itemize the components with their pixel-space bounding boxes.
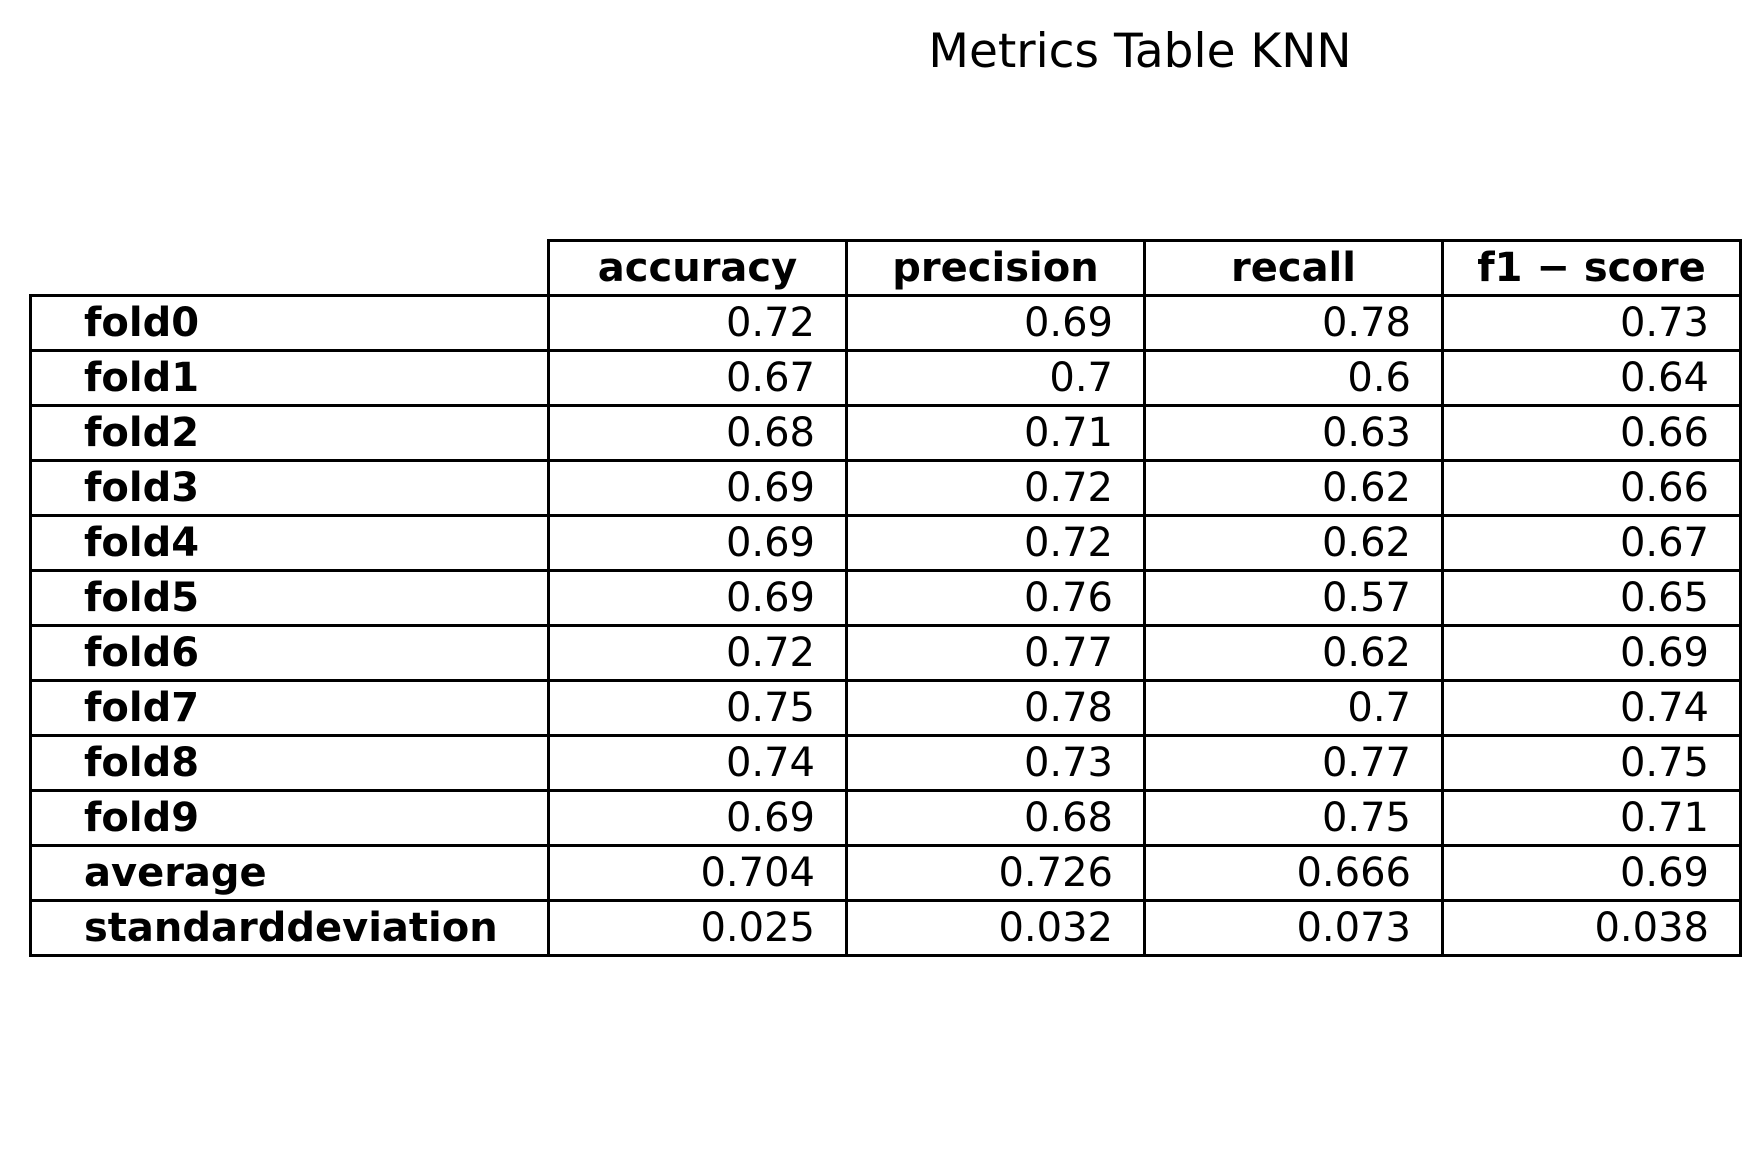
cell-f1-score: 0.69 (1441, 624, 1742, 682)
row-header: fold2 (29, 404, 550, 462)
cell-precision: 0.7 (845, 349, 1146, 407)
table-row: fold8 0.74 0.73 0.77 0.75 (29, 734, 1742, 792)
cell-recall: 0.62 (1143, 624, 1444, 682)
cell-precision: 0.69 (845, 294, 1146, 352)
cell-precision: 0.73 (845, 734, 1146, 792)
cell-accuracy: 0.72 (547, 624, 848, 682)
row-header: fold9 (29, 789, 550, 847)
row-header: fold5 (29, 569, 550, 627)
cell-f1-score: 0.66 (1441, 404, 1742, 462)
column-header-f1-score: f1 − score (1441, 239, 1742, 297)
table-row: fold6 0.72 0.77 0.62 0.69 (29, 624, 1742, 682)
cell-precision: 0.72 (845, 514, 1146, 572)
cell-f1-score: 0.67 (1441, 514, 1742, 572)
cell-f1-score: 0.71 (1441, 789, 1742, 847)
cell-f1-score: 0.73 (1441, 294, 1742, 352)
table-row: fold1 0.67 0.7 0.6 0.64 (29, 349, 1742, 407)
metrics-table: accuracy precision recall f1 − score fol… (29, 239, 1742, 957)
cell-recall: 0.63 (1143, 404, 1444, 462)
cell-f1-score: 0.66 (1441, 459, 1742, 517)
cell-recall: 0.7 (1143, 679, 1444, 737)
table-row: fold3 0.69 0.72 0.62 0.66 (29, 459, 1742, 517)
row-header: fold6 (29, 624, 550, 682)
header-row: accuracy precision recall f1 − score (31, 239, 1742, 297)
table-body: fold0 0.72 0.69 0.78 0.73 fold1 0.67 0.7 0.6 0.64… (29, 294, 1742, 957)
cell-recall: 0.62 (1143, 459, 1444, 517)
cell-precision: 0.726 (845, 844, 1146, 902)
cell-precision: 0.032 (845, 899, 1146, 957)
cell-f1-score: 0.038 (1441, 899, 1742, 957)
cell-accuracy: 0.69 (547, 514, 848, 572)
cell-recall: 0.62 (1143, 514, 1444, 572)
cell-accuracy: 0.69 (547, 459, 848, 517)
row-header: fold3 (29, 459, 550, 517)
table-row: standarddeviation 0.025 0.032 0.073 0.038 (29, 899, 1742, 957)
table-row: fold0 0.72 0.69 0.78 0.73 (29, 294, 1742, 352)
cell-recall: 0.57 (1143, 569, 1444, 627)
cell-recall: 0.78 (1143, 294, 1444, 352)
cell-accuracy: 0.69 (547, 789, 848, 847)
cell-accuracy: 0.72 (547, 294, 848, 352)
cell-recall: 0.073 (1143, 899, 1444, 957)
row-header: standarddeviation (29, 899, 550, 957)
cell-recall: 0.75 (1143, 789, 1444, 847)
cell-accuracy: 0.74 (547, 734, 848, 792)
cell-recall: 0.77 (1143, 734, 1444, 792)
chart-title: Metrics Table KNN (928, 24, 1352, 79)
cell-precision: 0.71 (845, 404, 1146, 462)
cell-accuracy: 0.75 (547, 679, 848, 737)
table-row: average 0.704 0.726 0.666 0.69 (29, 844, 1742, 902)
table-row: fold5 0.69 0.76 0.57 0.65 (29, 569, 1742, 627)
cell-f1-score: 0.74 (1441, 679, 1742, 737)
cell-f1-score: 0.65 (1441, 569, 1742, 627)
row-header: fold4 (29, 514, 550, 572)
corner-cell (31, 241, 549, 296)
row-header: average (29, 844, 550, 902)
cell-recall: 0.666 (1143, 844, 1444, 902)
cell-precision: 0.76 (845, 569, 1146, 627)
cell-f1-score: 0.75 (1441, 734, 1742, 792)
cell-precision: 0.78 (845, 679, 1146, 737)
column-header-accuracy: accuracy (547, 239, 848, 297)
cell-precision: 0.68 (845, 789, 1146, 847)
column-header-precision: precision (845, 239, 1146, 297)
cell-recall: 0.6 (1143, 349, 1444, 407)
cell-precision: 0.72 (845, 459, 1146, 517)
row-header: fold7 (29, 679, 550, 737)
cell-accuracy: 0.704 (547, 844, 848, 902)
cell-precision: 0.77 (845, 624, 1146, 682)
column-header-recall: recall (1143, 239, 1444, 297)
table-row: fold7 0.75 0.78 0.7 0.74 (29, 679, 1742, 737)
cell-accuracy: 0.67 (547, 349, 848, 407)
cell-f1-score: 0.64 (1441, 349, 1742, 407)
table-row: fold9 0.69 0.68 0.75 0.71 (29, 789, 1742, 847)
cell-accuracy: 0.025 (547, 899, 848, 957)
table-row: fold4 0.69 0.72 0.62 0.67 (29, 514, 1742, 572)
cell-f1-score: 0.69 (1441, 844, 1742, 902)
cell-accuracy: 0.68 (547, 404, 848, 462)
row-header: fold0 (29, 294, 550, 352)
row-header: fold1 (29, 349, 550, 407)
row-header: fold8 (29, 734, 550, 792)
cell-accuracy: 0.69 (547, 569, 848, 627)
table-row: fold2 0.68 0.71 0.63 0.66 (29, 404, 1742, 462)
